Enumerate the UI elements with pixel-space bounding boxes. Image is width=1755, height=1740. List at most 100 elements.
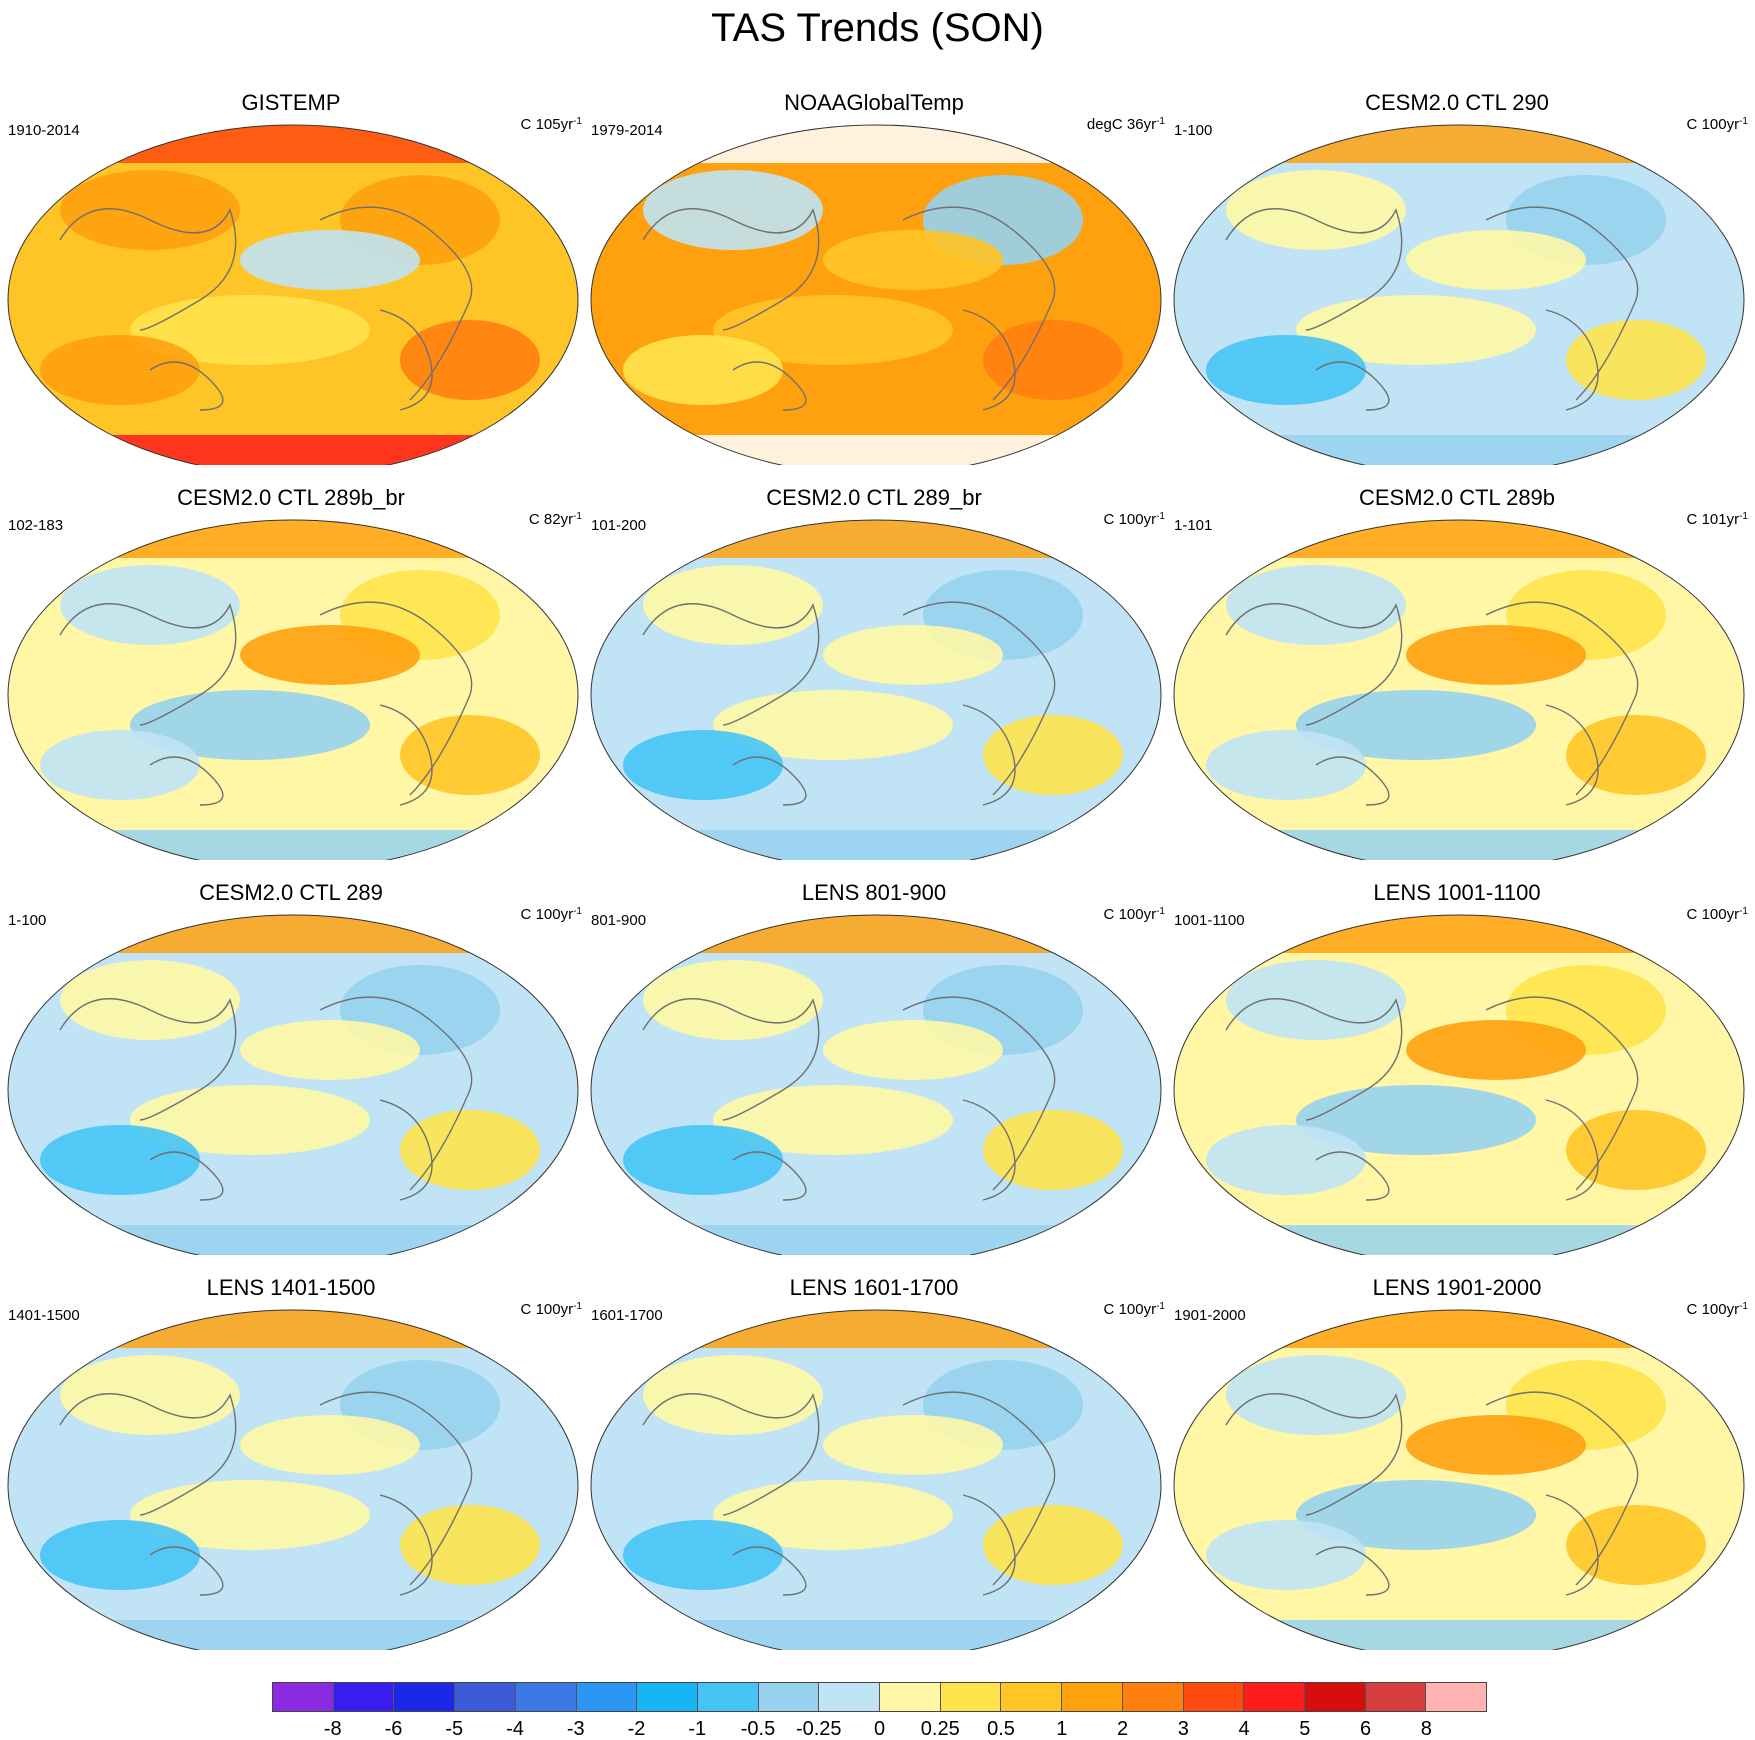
rate-label: 100yr bbox=[1701, 1301, 1740, 1318]
units-label: C bbox=[1686, 906, 1698, 923]
panel-units: C 100yr-1 bbox=[1104, 1301, 1165, 1321]
rate-exponent: -1 bbox=[573, 906, 582, 917]
panel-title: CESM2.0 CTL 289_br bbox=[766, 485, 982, 510]
coastline bbox=[1315, 361, 1390, 411]
rate-label: 100yr bbox=[1118, 1301, 1157, 1318]
map-outline bbox=[7, 124, 579, 465]
coastline bbox=[379, 309, 433, 411]
trend-region bbox=[983, 1505, 1123, 1585]
antarctic-band bbox=[8, 1225, 578, 1255]
map-panel: CESM2.0 CTL 289 1-100 C 100yr-1 bbox=[0, 860, 582, 1255]
trend-region bbox=[130, 1480, 370, 1550]
rate-exponent: -1 bbox=[1156, 906, 1165, 917]
coastline bbox=[59, 603, 237, 726]
colorbar-swatch bbox=[576, 1683, 638, 1711]
trend-region bbox=[983, 715, 1123, 795]
panel-title: LENS 1601-1700 bbox=[789, 1275, 959, 1300]
arctic-band bbox=[591, 915, 1161, 953]
colorbar-swatch bbox=[1304, 1683, 1366, 1711]
panel-units: C 82yr-1 bbox=[529, 511, 582, 531]
colorbar-swatch bbox=[1426, 1683, 1487, 1711]
coastline bbox=[59, 1393, 237, 1516]
coastline bbox=[1225, 208, 1403, 331]
trend-region bbox=[823, 1415, 1003, 1475]
trend-region bbox=[40, 1520, 200, 1590]
trend-region bbox=[400, 715, 540, 795]
coastline bbox=[962, 1494, 1016, 1596]
coastline bbox=[642, 998, 820, 1121]
panel-title: LENS 1901-2000 bbox=[1372, 1275, 1542, 1300]
panel-units: C 105yr-1 bbox=[521, 116, 582, 136]
panel-period: 1901-2000 bbox=[1174, 1307, 1246, 1324]
arctic-band bbox=[591, 125, 1161, 163]
colorbar-tick-label: -0.25 bbox=[795, 1718, 842, 1740]
panel-period: 101-200 bbox=[591, 517, 647, 534]
trend-region bbox=[823, 230, 1003, 290]
trend-region bbox=[1206, 1520, 1366, 1590]
coastline bbox=[149, 1151, 224, 1201]
coastline bbox=[642, 1393, 820, 1516]
colorbar-swatch bbox=[333, 1683, 395, 1711]
rate-exponent: -1 bbox=[573, 116, 582, 127]
coastline bbox=[902, 206, 1056, 401]
map-outline bbox=[1173, 914, 1745, 1255]
trend-region bbox=[400, 1110, 540, 1190]
coastline bbox=[59, 998, 237, 1121]
panel-title: LENS 801-900 bbox=[801, 880, 947, 905]
panel-units: C 101yr-1 bbox=[1687, 511, 1748, 531]
coastline bbox=[732, 1546, 807, 1596]
arctic-band bbox=[8, 915, 578, 953]
map-panel: NOAAGlobalTemp 1979-2014 degC 36yr-1 bbox=[583, 70, 1165, 465]
panel-title: CESM2.0 CTL 289 bbox=[199, 880, 383, 905]
units-label: C bbox=[520, 906, 532, 923]
trend-region bbox=[1566, 320, 1706, 400]
antarctic-band bbox=[1174, 1620, 1744, 1650]
colorbar-swatch bbox=[515, 1683, 577, 1711]
coastline bbox=[1225, 998, 1403, 1121]
trend-region bbox=[713, 1480, 953, 1550]
map-outline bbox=[1173, 519, 1745, 860]
colorbar-tick-label: -0.5 bbox=[740, 1718, 776, 1740]
rate-label: 36yr bbox=[1126, 116, 1157, 133]
panel-title: CESM2.0 CTL 289b_br bbox=[177, 485, 405, 510]
robinson-map bbox=[590, 124, 1162, 465]
rate-label: 100yr bbox=[1701, 906, 1740, 923]
trend-region bbox=[1206, 730, 1366, 800]
map-outline bbox=[1173, 1309, 1745, 1650]
panel-title: LENS 1001-1100 bbox=[1373, 880, 1541, 905]
coastline bbox=[1545, 704, 1599, 806]
map-panel: CESM2.0 CTL 289_br 101-200 C 100yr-1 bbox=[583, 465, 1165, 860]
coastline bbox=[149, 361, 224, 411]
coastline bbox=[1545, 309, 1599, 411]
panel-units: C 100yr-1 bbox=[1104, 906, 1165, 926]
trend-region bbox=[1296, 1085, 1536, 1155]
trend-region bbox=[713, 295, 953, 365]
trend-region bbox=[643, 960, 823, 1040]
colorbar-swatch bbox=[940, 1683, 1002, 1711]
panel-units: C 100yr-1 bbox=[1104, 511, 1165, 531]
units-label: C bbox=[1103, 1301, 1115, 1318]
map-panel: LENS 1601-1700 1601-1700 C 100yr-1 bbox=[583, 1255, 1165, 1650]
panel-period: 1-101 bbox=[1174, 517, 1213, 534]
panel-title: CESM2.0 CTL 289b bbox=[1358, 485, 1556, 510]
panel-period: 1-100 bbox=[8, 912, 47, 929]
panel-period: 1001-1100 bbox=[1174, 912, 1245, 929]
map-outline bbox=[7, 914, 579, 1255]
coastline bbox=[1485, 996, 1639, 1191]
antarctic-band bbox=[591, 830, 1161, 860]
antarctic-band bbox=[8, 830, 578, 860]
colorbar bbox=[272, 1682, 1487, 1712]
rate-exponent: -1 bbox=[573, 511, 582, 522]
coastline bbox=[732, 1151, 807, 1201]
trend-region bbox=[40, 1125, 200, 1195]
robinson-map bbox=[7, 124, 579, 465]
colorbar-tick-label: 0.5 bbox=[987, 1718, 1015, 1740]
colorbar-swatch bbox=[1001, 1683, 1063, 1711]
trend-region bbox=[240, 1020, 420, 1080]
units-label: C bbox=[1103, 906, 1115, 923]
units-label: C bbox=[520, 116, 532, 133]
coastline bbox=[642, 603, 820, 726]
trend-region bbox=[240, 230, 420, 290]
coastline bbox=[1545, 1099, 1599, 1201]
units-label: C bbox=[1686, 116, 1698, 133]
